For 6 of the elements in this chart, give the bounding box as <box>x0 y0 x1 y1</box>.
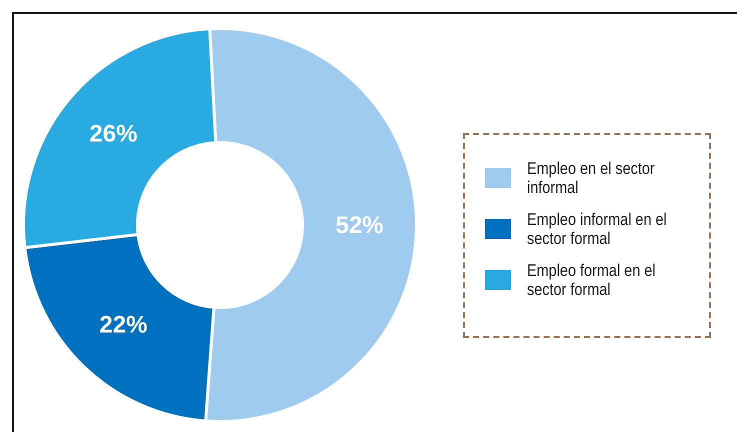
legend-label: Empleo formal en el sector formal <box>527 261 656 299</box>
data-label: 22% <box>99 311 148 338</box>
legend-label: Empleo informal en el sector formal <box>527 210 668 248</box>
data-label: 52% <box>335 212 384 240</box>
legend-label: Empleo en el sector informal <box>527 159 656 197</box>
data-label: 26% <box>89 120 138 148</box>
